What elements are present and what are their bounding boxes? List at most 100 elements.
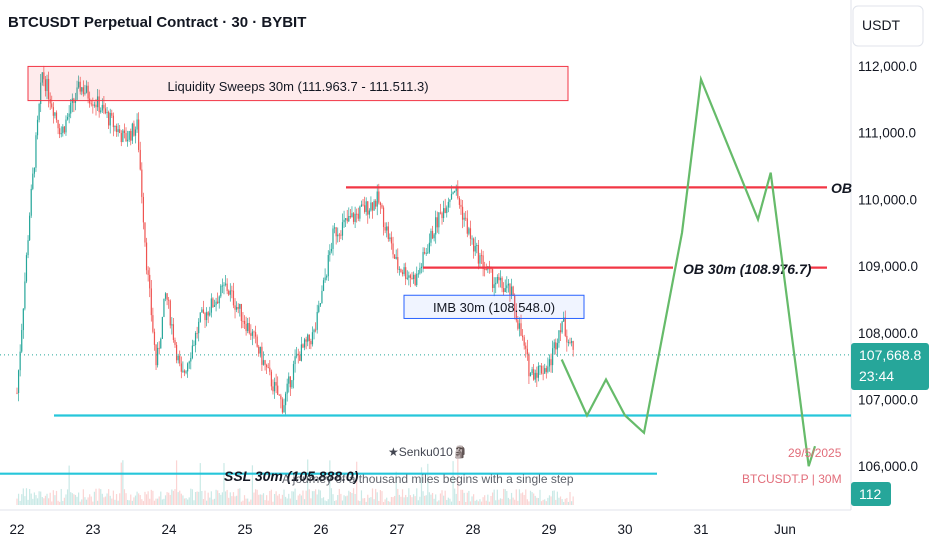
- candle-body: [275, 382, 277, 386]
- candle-body: [460, 204, 462, 207]
- candle-body: [100, 110, 102, 113]
- candle-body: [68, 113, 70, 117]
- volume-bar: [29, 489, 31, 505]
- volume-bar: [30, 493, 32, 505]
- volume-bar: [194, 492, 197, 505]
- candle-body: [32, 173, 34, 189]
- volume-bar: [150, 489, 152, 505]
- candle-body: [59, 128, 61, 135]
- volume-bar: [187, 499, 189, 505]
- volume-bar: [96, 500, 99, 505]
- volume-bar: [515, 489, 517, 505]
- candle-body: [125, 133, 127, 142]
- volume-bar: [232, 492, 235, 505]
- candle-body: [552, 348, 554, 366]
- candle-body: [458, 197, 460, 205]
- volume-bar: [424, 495, 426, 505]
- candle-body: [117, 129, 119, 132]
- volume-bar: [100, 489, 102, 505]
- candle-body: [433, 234, 435, 239]
- candle-body: [479, 255, 481, 264]
- candle-body: [239, 304, 241, 309]
- volume-bar: [288, 493, 290, 505]
- candle-body: [563, 317, 565, 322]
- volume-bar: [133, 497, 135, 505]
- volume-bar: [356, 461, 358, 505]
- candle-body: [70, 102, 72, 114]
- countdown-value: 23:44: [859, 368, 894, 384]
- imb-label: IMB 30m (108.548.0): [433, 300, 555, 315]
- candle-body: [85, 85, 88, 93]
- volume-bar: [177, 492, 179, 505]
- time-tick-label: Jun: [774, 522, 796, 537]
- candle-body: [359, 206, 361, 219]
- candle-body: [403, 267, 405, 275]
- volume-bar: [89, 494, 91, 505]
- candle-body: [495, 282, 497, 285]
- volume-bar: [280, 498, 282, 505]
- candle-body: [237, 307, 239, 309]
- candle-body: [343, 219, 345, 223]
- volume-bar: [417, 500, 419, 505]
- candle-body: [93, 104, 96, 106]
- volume-bar: [441, 490, 443, 505]
- volume-bar: [545, 501, 547, 505]
- candle-body: [427, 252, 429, 254]
- volume-bar: [212, 499, 214, 505]
- volume-bar: [378, 500, 380, 505]
- candle-body: [349, 216, 351, 218]
- candle-body: [561, 321, 563, 333]
- price-axis-labels: 112,000.0 111,000.0 110,000.0 109,000.0 108,…: [858, 59, 918, 474]
- candle-body: [212, 298, 214, 307]
- candle-body: [41, 72, 43, 83]
- candle-body: [477, 245, 479, 264]
- volume-bar: [52, 490, 54, 505]
- volume-bar: [335, 500, 337, 505]
- candle-body: [285, 393, 287, 406]
- volume-bar: [248, 501, 250, 505]
- candle-body: [340, 234, 342, 236]
- candle-body: [553, 342, 555, 349]
- volume-bar: [534, 495, 536, 505]
- volume-bar: [286, 498, 288, 505]
- volume-bar: [446, 499, 448, 505]
- candle-body: [36, 119, 39, 136]
- candle-body: [95, 104, 97, 108]
- volume-bar: [202, 499, 205, 505]
- volume-bar: [139, 495, 141, 505]
- volume-bar: [389, 501, 391, 505]
- chart-title: BTCUSDT Perpetual Contract · 30 · BYBIT: [8, 14, 307, 31]
- volume-bar: [406, 497, 408, 505]
- volume-bar: [473, 494, 475, 505]
- candle-body: [446, 207, 448, 213]
- volume-bar: [514, 499, 516, 505]
- quote-currency-label[interactable]: USDT: [862, 17, 901, 33]
- volume-bar: [572, 496, 574, 505]
- volume-bar: [414, 496, 416, 505]
- volume-bar: [48, 498, 50, 505]
- volume-bar: [518, 489, 521, 505]
- candle-body: [82, 87, 84, 94]
- time-tick-label: 26: [313, 522, 328, 537]
- volume-bar: [153, 500, 156, 505]
- candle-body: [566, 335, 568, 343]
- volume-bar: [127, 499, 129, 505]
- currency-box[interactable]: [852, 5, 924, 47]
- volume-bar: [207, 492, 209, 505]
- candle-body: [310, 340, 312, 345]
- volume-bar: [138, 493, 140, 505]
- volume-bar: [340, 493, 342, 505]
- volume-bar: [35, 495, 37, 505]
- volume-bar: [223, 463, 225, 505]
- volume-bar: [168, 492, 170, 505]
- volume-bar: [44, 495, 47, 505]
- volume-bar: [218, 493, 220, 505]
- volume-bar: [106, 493, 108, 505]
- volume-bar: [17, 493, 20, 505]
- volume-bar: [220, 494, 222, 505]
- volume-bar: [330, 488, 333, 505]
- volume-bar: [226, 489, 228, 505]
- volume-bar: [33, 492, 35, 505]
- candle-body: [555, 342, 557, 350]
